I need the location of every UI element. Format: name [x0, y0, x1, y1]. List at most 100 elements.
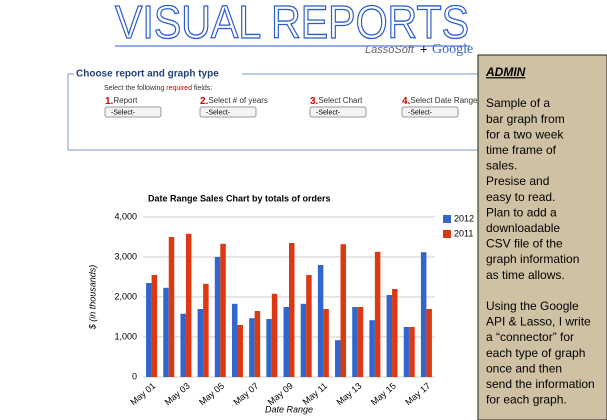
bar — [203, 283, 209, 377]
field-number: 2. — [200, 96, 209, 107]
admin-line: a “connector” for — [486, 330, 574, 344]
bar — [426, 309, 432, 377]
select-box[interactable] — [309, 106, 367, 118]
x-tick-label: May 09 — [266, 381, 295, 408]
admin-line: Plan to add a — [486, 205, 557, 219]
admin-line: Sample of a — [486, 96, 550, 110]
bar — [392, 289, 398, 377]
admin-line: Presise and — [486, 174, 549, 188]
bar — [237, 325, 243, 377]
bar — [283, 307, 289, 377]
bar — [409, 327, 415, 377]
admin-line: for a two week — [486, 127, 564, 141]
partner: LassoSoft — [365, 44, 415, 56]
legend-bg — [74, 68, 242, 80]
field-number: 1. — [105, 96, 114, 107]
y-axis-title: $ (in thousands) — [87, 265, 97, 331]
admin-line: CSV file of the — [486, 237, 563, 251]
x-axis-title: Date Range — [265, 404, 313, 414]
select-text[interactable]: -Select- — [408, 109, 433, 116]
admin-line: downloadable — [486, 221, 560, 235]
bar — [403, 327, 410, 377]
select-text[interactable]: -Select- — [206, 109, 231, 116]
bar — [289, 243, 295, 377]
admin-line: send the information — [486, 377, 595, 391]
y-tick-label: 2,000 — [114, 291, 137, 301]
bar — [214, 257, 221, 377]
admin-title: ADMIN — [485, 65, 526, 79]
y-tick-label: 4,000 — [114, 211, 137, 221]
field-number: 4. — [402, 96, 411, 107]
bar — [231, 303, 238, 377]
chart-title: Date Range Sales Chart by totals of orde… — [148, 193, 331, 203]
bar — [168, 237, 175, 377]
y-tick-label: 1,000 — [114, 331, 137, 341]
bar — [197, 309, 204, 377]
field-text: Select Chart — [318, 96, 363, 105]
x-tick-label: May 05 — [197, 381, 226, 408]
bar — [163, 287, 169, 377]
bar — [386, 295, 393, 377]
instr-required: required — [166, 85, 192, 92]
bar — [151, 275, 158, 377]
partner-plus: + — [420, 41, 428, 56]
legend-label: 2011 — [454, 228, 473, 238]
bar — [317, 265, 324, 377]
bar — [266, 319, 272, 377]
partner: Google — [432, 42, 473, 57]
select-box[interactable] — [401, 106, 459, 118]
field-label: 1.Report — [105, 96, 138, 107]
legend-swatch — [443, 215, 451, 223]
admin-line: bar graph from — [486, 112, 565, 126]
admin-line: API & Lasso, I write — [486, 315, 591, 329]
bar — [352, 307, 358, 377]
admin-line: once and then — [486, 361, 562, 375]
x-tick-label: May 03 — [163, 381, 192, 408]
instr: fields: — [194, 85, 212, 92]
x-tick-label: May 07 — [231, 381, 260, 408]
legend-label: 2012 — [454, 213, 474, 223]
admin-line: easy to read. — [486, 190, 555, 204]
bar — [185, 233, 192, 377]
bar — [374, 251, 381, 377]
bar — [249, 318, 255, 377]
y-tick-label: 3,000 — [114, 251, 137, 261]
bar — [220, 243, 226, 377]
form-legend: Choose report and graph type — [76, 69, 219, 80]
y-tick-label: 0 — [132, 371, 137, 381]
logo-title: VISUAL REPORTS — [115, 0, 469, 48]
x-tick-label: May 17 — [403, 381, 432, 408]
legend-swatch — [443, 230, 451, 238]
select-box[interactable] — [104, 106, 162, 118]
admin-line: each type of graph — [486, 346, 585, 360]
select-text[interactable]: -Select- — [316, 109, 341, 116]
bar — [335, 340, 341, 377]
admin-panel — [477, 54, 607, 420]
admin-line: time frame of — [486, 143, 557, 157]
select-box[interactable] — [199, 106, 257, 118]
select-text[interactable]: -Select- — [111, 109, 136, 116]
x-tick-label: May 15 — [369, 381, 398, 408]
field-label: 3.Select Chart — [310, 96, 363, 107]
field-text: Select Date Range — [410, 96, 478, 105]
field-text: Report — [113, 96, 138, 105]
bar — [357, 307, 364, 377]
x-tick-label: May 01 — [128, 381, 157, 408]
field-label: 2.Select # of years — [200, 96, 268, 107]
instr: Select the following — [104, 85, 164, 92]
admin-line: as time allows. — [486, 268, 565, 282]
bar — [323, 309, 329, 377]
field-number: 3. — [310, 96, 319, 107]
bar — [420, 252, 427, 377]
bar — [340, 244, 347, 377]
bar — [254, 311, 261, 377]
bar — [300, 303, 307, 377]
x-tick-label: May 13 — [334, 381, 363, 408]
bar — [271, 293, 278, 377]
admin-line: graph information — [486, 252, 579, 266]
admin-line: Using the Google — [486, 299, 579, 313]
admin-line: sales. — [486, 159, 517, 173]
admin-line: for each graph. — [486, 393, 567, 407]
